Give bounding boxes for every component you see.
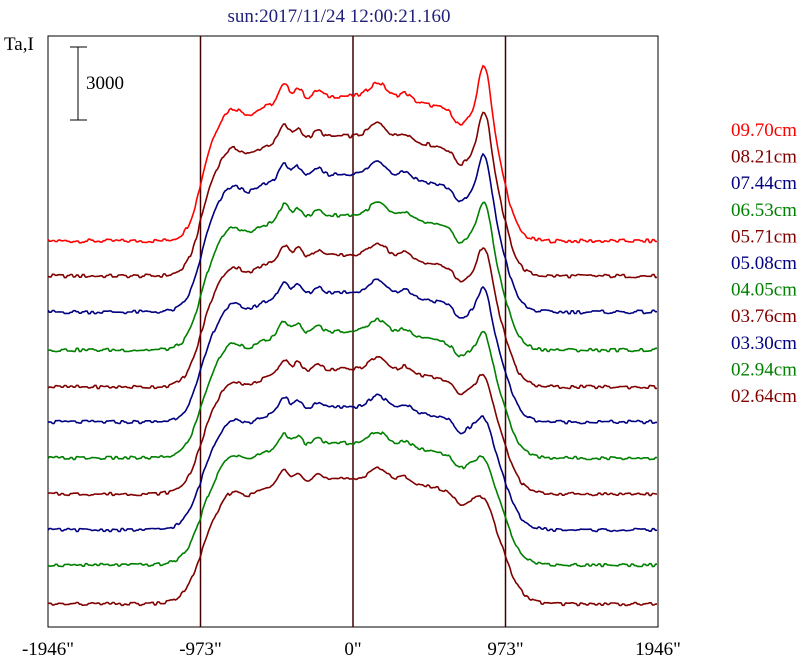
series-line-06.53cm — [47, 201, 657, 353]
series-line-02.64cm — [47, 466, 657, 607]
series-line-03.76cm — [47, 355, 657, 497]
legend-item-09.70cm: 09.70cm — [731, 120, 797, 141]
scale-bar-label: 3000 — [86, 73, 124, 94]
y-axis-label: Ta,I — [4, 34, 34, 55]
legend-item-08.21cm: 08.21cm — [731, 147, 797, 168]
legend-item-02.64cm: 02.64cm — [731, 386, 797, 407]
legend-item-05.71cm: 05.71cm — [731, 226, 797, 247]
series-line-04.05cm — [47, 317, 657, 461]
legend-item-03.76cm: 03.76cm — [731, 306, 797, 327]
legend: 09.70cm 08.21cm 07.44cm 06.53cm 05.71cm 05.08… — [731, 120, 797, 407]
legend-item-02.94cm: 02.94cm — [731, 359, 797, 380]
series-line-05.71cm — [47, 242, 657, 390]
legend-item-07.44cm: 07.44cm — [731, 173, 797, 194]
chart-title: sun:2017/11/24 12:00:21.160 — [227, 6, 450, 27]
series-lines — [47, 64, 657, 607]
legend-item-05.08cm: 05.08cm — [731, 253, 797, 274]
x-axis-tick-labels: -1946" -973" 0" 973" 1946" — [22, 639, 681, 660]
x-tick-label: 1946" — [635, 639, 681, 660]
x-tick-label: 0" — [344, 639, 361, 660]
series-line-02.94cm — [47, 431, 657, 568]
scale-bar: 3000 — [70, 46, 124, 121]
series-line-08.21cm — [47, 111, 657, 279]
series-line-09.70cm — [47, 64, 657, 244]
x-tick-label: -973" — [179, 639, 222, 660]
series-line-07.44cm — [47, 152, 657, 315]
series-line-05.08cm — [47, 278, 657, 425]
series-line-03.30cm — [47, 393, 657, 533]
legend-item-04.05cm: 04.05cm — [731, 280, 797, 301]
legend-item-03.30cm: 03.30cm — [731, 333, 797, 354]
x-tick-label: 973" — [487, 639, 523, 660]
x-tick-label: -1946" — [22, 639, 74, 660]
legend-item-06.53cm: 06.53cm — [731, 200, 797, 221]
